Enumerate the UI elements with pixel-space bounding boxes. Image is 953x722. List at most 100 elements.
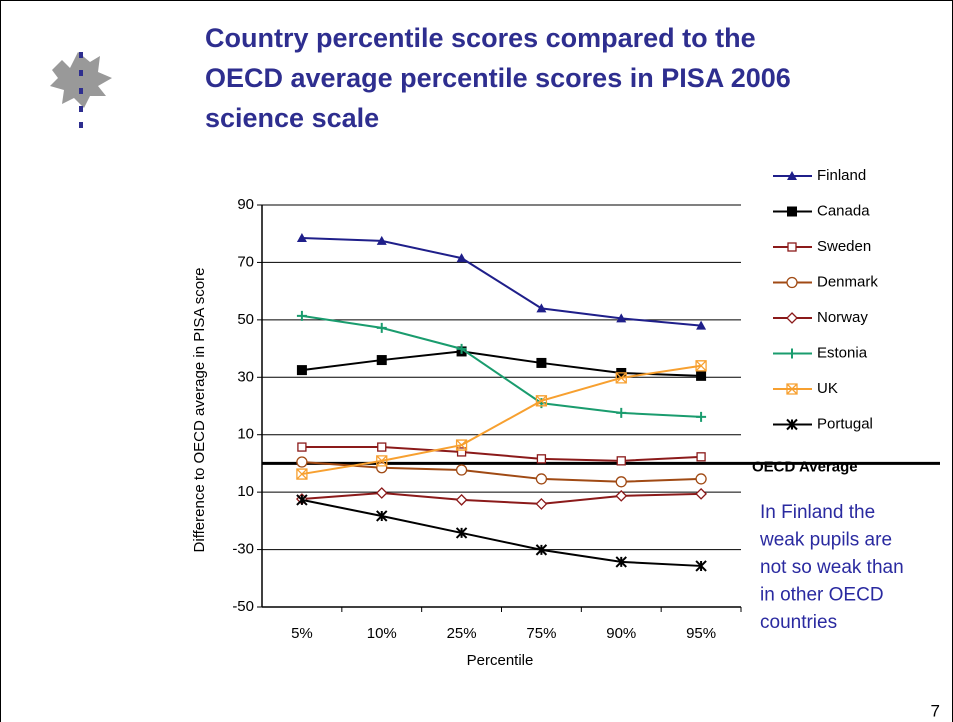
marker-shape bbox=[376, 355, 387, 366]
marker-shape bbox=[787, 171, 797, 180]
y-tick-label: 30 bbox=[237, 368, 254, 385]
marker bbox=[535, 395, 548, 407]
marker bbox=[376, 235, 387, 245]
marker-shape bbox=[455, 464, 468, 476]
series-line bbox=[301, 364, 702, 476]
y-tick-label: 90 bbox=[237, 196, 254, 213]
marker-shape bbox=[376, 235, 387, 245]
legend-label: Sweden bbox=[817, 238, 871, 255]
legend-marker bbox=[787, 242, 797, 252]
marker bbox=[456, 343, 467, 354]
marker bbox=[696, 320, 707, 330]
marker bbox=[456, 447, 467, 457]
title-line: OECD average percentile scores in PISA 2… bbox=[205, 63, 791, 93]
marker bbox=[536, 454, 547, 464]
marker-shape bbox=[455, 439, 468, 451]
x-tick-label: 5% bbox=[291, 625, 313, 642]
marker bbox=[696, 452, 706, 462]
marker-shape bbox=[535, 395, 548, 407]
legend-label: Portugal bbox=[817, 415, 873, 432]
marker-shape bbox=[786, 383, 798, 395]
marker-shape bbox=[695, 487, 708, 500]
x-tick-label: 95% bbox=[686, 625, 716, 642]
marker bbox=[297, 442, 307, 452]
reference-label: OECD Average bbox=[752, 458, 858, 475]
annotation: in other OECD bbox=[760, 585, 884, 606]
legend-marker bbox=[786, 276, 798, 289]
marker bbox=[536, 303, 547, 313]
marker-shape bbox=[375, 487, 388, 499]
marker-shape bbox=[616, 407, 627, 418]
marker-shape bbox=[695, 560, 707, 572]
marker-shape bbox=[535, 544, 548, 556]
annotation: In Finland the bbox=[760, 502, 875, 523]
marker bbox=[455, 464, 468, 476]
series-line bbox=[301, 314, 702, 418]
legend-label: Canada bbox=[817, 202, 870, 219]
legend-marker bbox=[786, 383, 798, 395]
marker-shape bbox=[456, 343, 467, 354]
marker bbox=[616, 456, 626, 466]
y-tick-label: 50 bbox=[237, 311, 254, 328]
marker-shape bbox=[615, 489, 628, 502]
y-tick-label: 70 bbox=[237, 253, 254, 270]
marker-shape bbox=[787, 348, 797, 359]
marker bbox=[695, 360, 707, 372]
marker-shape bbox=[535, 497, 548, 510]
annotation: countries bbox=[760, 612, 837, 633]
marker-shape bbox=[296, 310, 307, 321]
marker bbox=[375, 487, 388, 499]
annotation: not so weak than bbox=[760, 557, 904, 578]
x-tick-label: 25% bbox=[447, 625, 477, 642]
marker bbox=[615, 556, 627, 568]
legend-label: Estonia bbox=[817, 344, 868, 361]
marker-shape bbox=[456, 447, 467, 457]
marker-shape bbox=[695, 473, 707, 485]
legend-marker bbox=[787, 206, 797, 217]
x-tick-label: 75% bbox=[526, 625, 556, 642]
series-line bbox=[301, 446, 702, 462]
y-tick-label: -30 bbox=[232, 541, 254, 558]
marker-shape bbox=[615, 556, 627, 568]
series-line bbox=[301, 237, 702, 327]
legend-marker bbox=[786, 418, 798, 431]
marker bbox=[296, 494, 308, 506]
series-line bbox=[301, 498, 702, 567]
marker-shape bbox=[455, 527, 468, 539]
marker-shape bbox=[296, 468, 308, 480]
marker bbox=[535, 473, 548, 485]
marker bbox=[296, 468, 308, 480]
marker-shape bbox=[376, 322, 387, 333]
marker bbox=[695, 487, 708, 500]
marker bbox=[455, 527, 468, 539]
marker bbox=[296, 456, 308, 468]
marker bbox=[616, 407, 627, 418]
x-tick-label: 90% bbox=[606, 625, 636, 642]
marker-shape bbox=[696, 411, 707, 422]
x-tick-label: 10% bbox=[367, 625, 397, 642]
legend-label: Denmark bbox=[817, 273, 878, 290]
marker-shape bbox=[377, 442, 387, 452]
marker bbox=[696, 411, 707, 422]
y-tick-label: -50 bbox=[232, 598, 254, 615]
marker bbox=[535, 497, 548, 510]
legend-label: Norway bbox=[817, 309, 868, 326]
legend-marker bbox=[786, 312, 798, 324]
annotation: weak pupils are bbox=[759, 530, 892, 551]
marker bbox=[376, 355, 387, 366]
marker-shape bbox=[535, 473, 548, 485]
series-line bbox=[301, 460, 702, 483]
marker bbox=[615, 476, 627, 488]
title-line: science scale bbox=[205, 103, 379, 133]
series-line bbox=[301, 350, 702, 377]
marker bbox=[296, 365, 307, 376]
legend-marker bbox=[787, 348, 797, 359]
marker-shape bbox=[536, 454, 547, 464]
marker-shape bbox=[786, 276, 798, 289]
marker-shape bbox=[696, 370, 707, 381]
series-line bbox=[301, 492, 702, 505]
marker bbox=[536, 357, 547, 368]
marker-shape bbox=[787, 206, 797, 217]
page-number: 7 bbox=[931, 701, 940, 720]
